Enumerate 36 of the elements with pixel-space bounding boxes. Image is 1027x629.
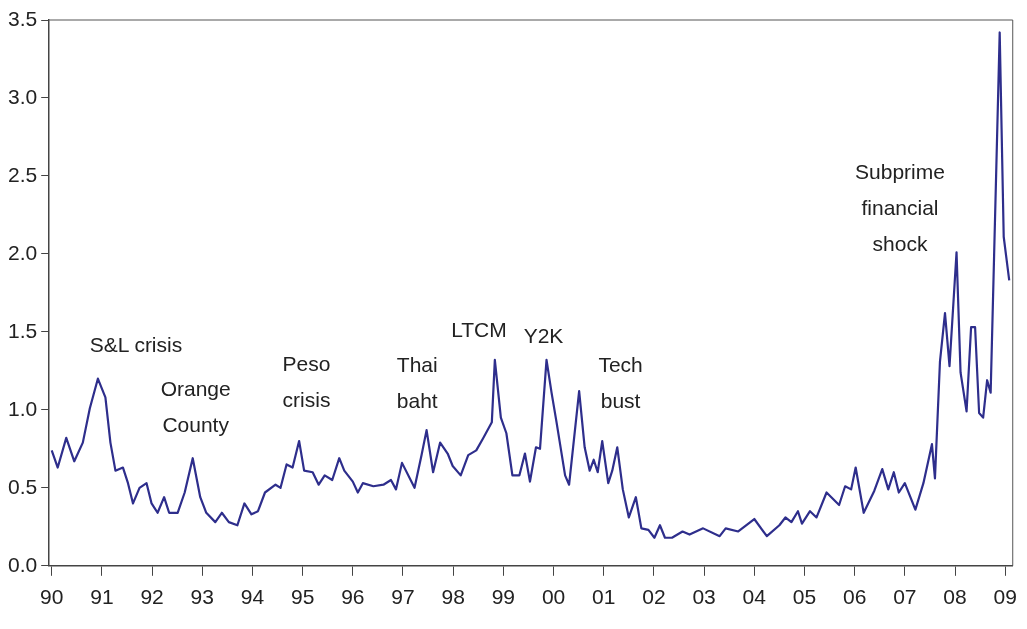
x-tick-label: 00	[541, 585, 566, 609]
annotation: LTCM	[451, 317, 507, 341]
x-tick-label: 08	[943, 585, 967, 609]
y-tick-label: 1.0	[7, 396, 38, 420]
y-tick-label: 0.0	[7, 552, 38, 576]
x-tick-label: 98	[441, 585, 465, 609]
x-tick-label: 09	[993, 585, 1017, 609]
x-tick-label: 99	[491, 585, 516, 609]
y-tick-label: 1.5	[7, 318, 38, 342]
x-tick-label: 96	[341, 585, 365, 609]
x-tick-label: 04	[742, 585, 767, 609]
annotation: Y2K	[523, 324, 564, 348]
annotation: Orange County	[160, 377, 231, 437]
annotation: Thai baht	[396, 352, 438, 412]
x-tick-label: 07	[893, 585, 917, 609]
y-tick-label: 0.5	[7, 474, 38, 498]
annotation: Peso crisis	[282, 351, 331, 411]
x-tick-label: 03	[692, 585, 716, 609]
x-tick-label: 95	[290, 585, 315, 609]
x-tick-label: 01	[592, 585, 616, 609]
x-tick-label: 93	[190, 585, 214, 609]
annotation: S&L crisis	[89, 332, 183, 356]
x-tick-label: 91	[90, 585, 114, 609]
y-tick-label: 2.0	[7, 240, 38, 264]
y-tick-label: 2.5	[7, 162, 38, 186]
x-tick-label: 94	[240, 585, 265, 609]
y-tick-label: 3.5	[7, 6, 38, 30]
x-tick-label: 92	[140, 585, 164, 609]
annotation: Subprime financial shock	[855, 159, 945, 255]
x-tick-label: 06	[842, 585, 867, 609]
y-tick-label: 3.0	[7, 84, 38, 108]
x-tick-label: 02	[642, 585, 666, 609]
x-tick-label: 05	[792, 585, 817, 609]
x-tick-label: 90	[40, 585, 64, 609]
x-tick-label: 97	[391, 585, 415, 609]
annotation: Tech bust	[598, 352, 643, 412]
